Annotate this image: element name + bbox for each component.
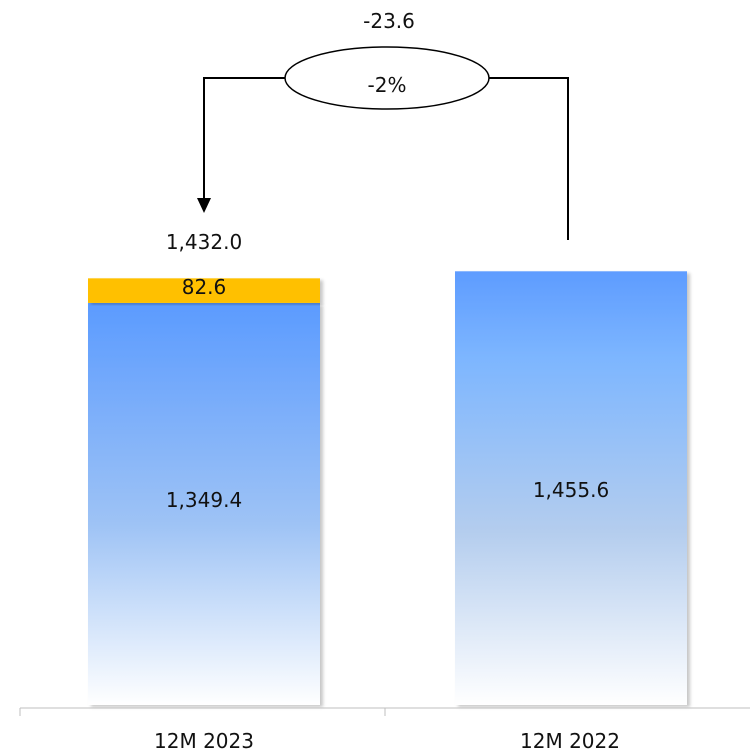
percent-change-label: -2% bbox=[368, 73, 407, 97]
data-label-2023-base: 1,349.4 bbox=[166, 488, 242, 512]
bars-layer bbox=[88, 271, 687, 705]
data-label-2023-top: 82.6 bbox=[182, 275, 227, 299]
change-annotation: -2% -23.6 bbox=[197, 9, 569, 240]
percent-change-ellipse bbox=[284, 46, 490, 110]
connector-line bbox=[203, 77, 286, 200]
x-tick-label: 12M 2022 bbox=[520, 729, 620, 753]
data-label-2023-total: 1,432.0 bbox=[166, 230, 242, 254]
x-tick-label: 12M 2023 bbox=[154, 729, 254, 753]
absolute-change-label: -23.6 bbox=[363, 9, 415, 33]
bar-12m-2023-segment-1 bbox=[88, 278, 320, 303]
arrow-head-icon bbox=[197, 198, 211, 213]
data-label-2022-base: 1,455.6 bbox=[533, 478, 609, 502]
bar-12m-2022-segment-0 bbox=[455, 271, 687, 705]
connector-line bbox=[488, 77, 569, 240]
bar-12m-2023-segment-0 bbox=[88, 302, 320, 705]
